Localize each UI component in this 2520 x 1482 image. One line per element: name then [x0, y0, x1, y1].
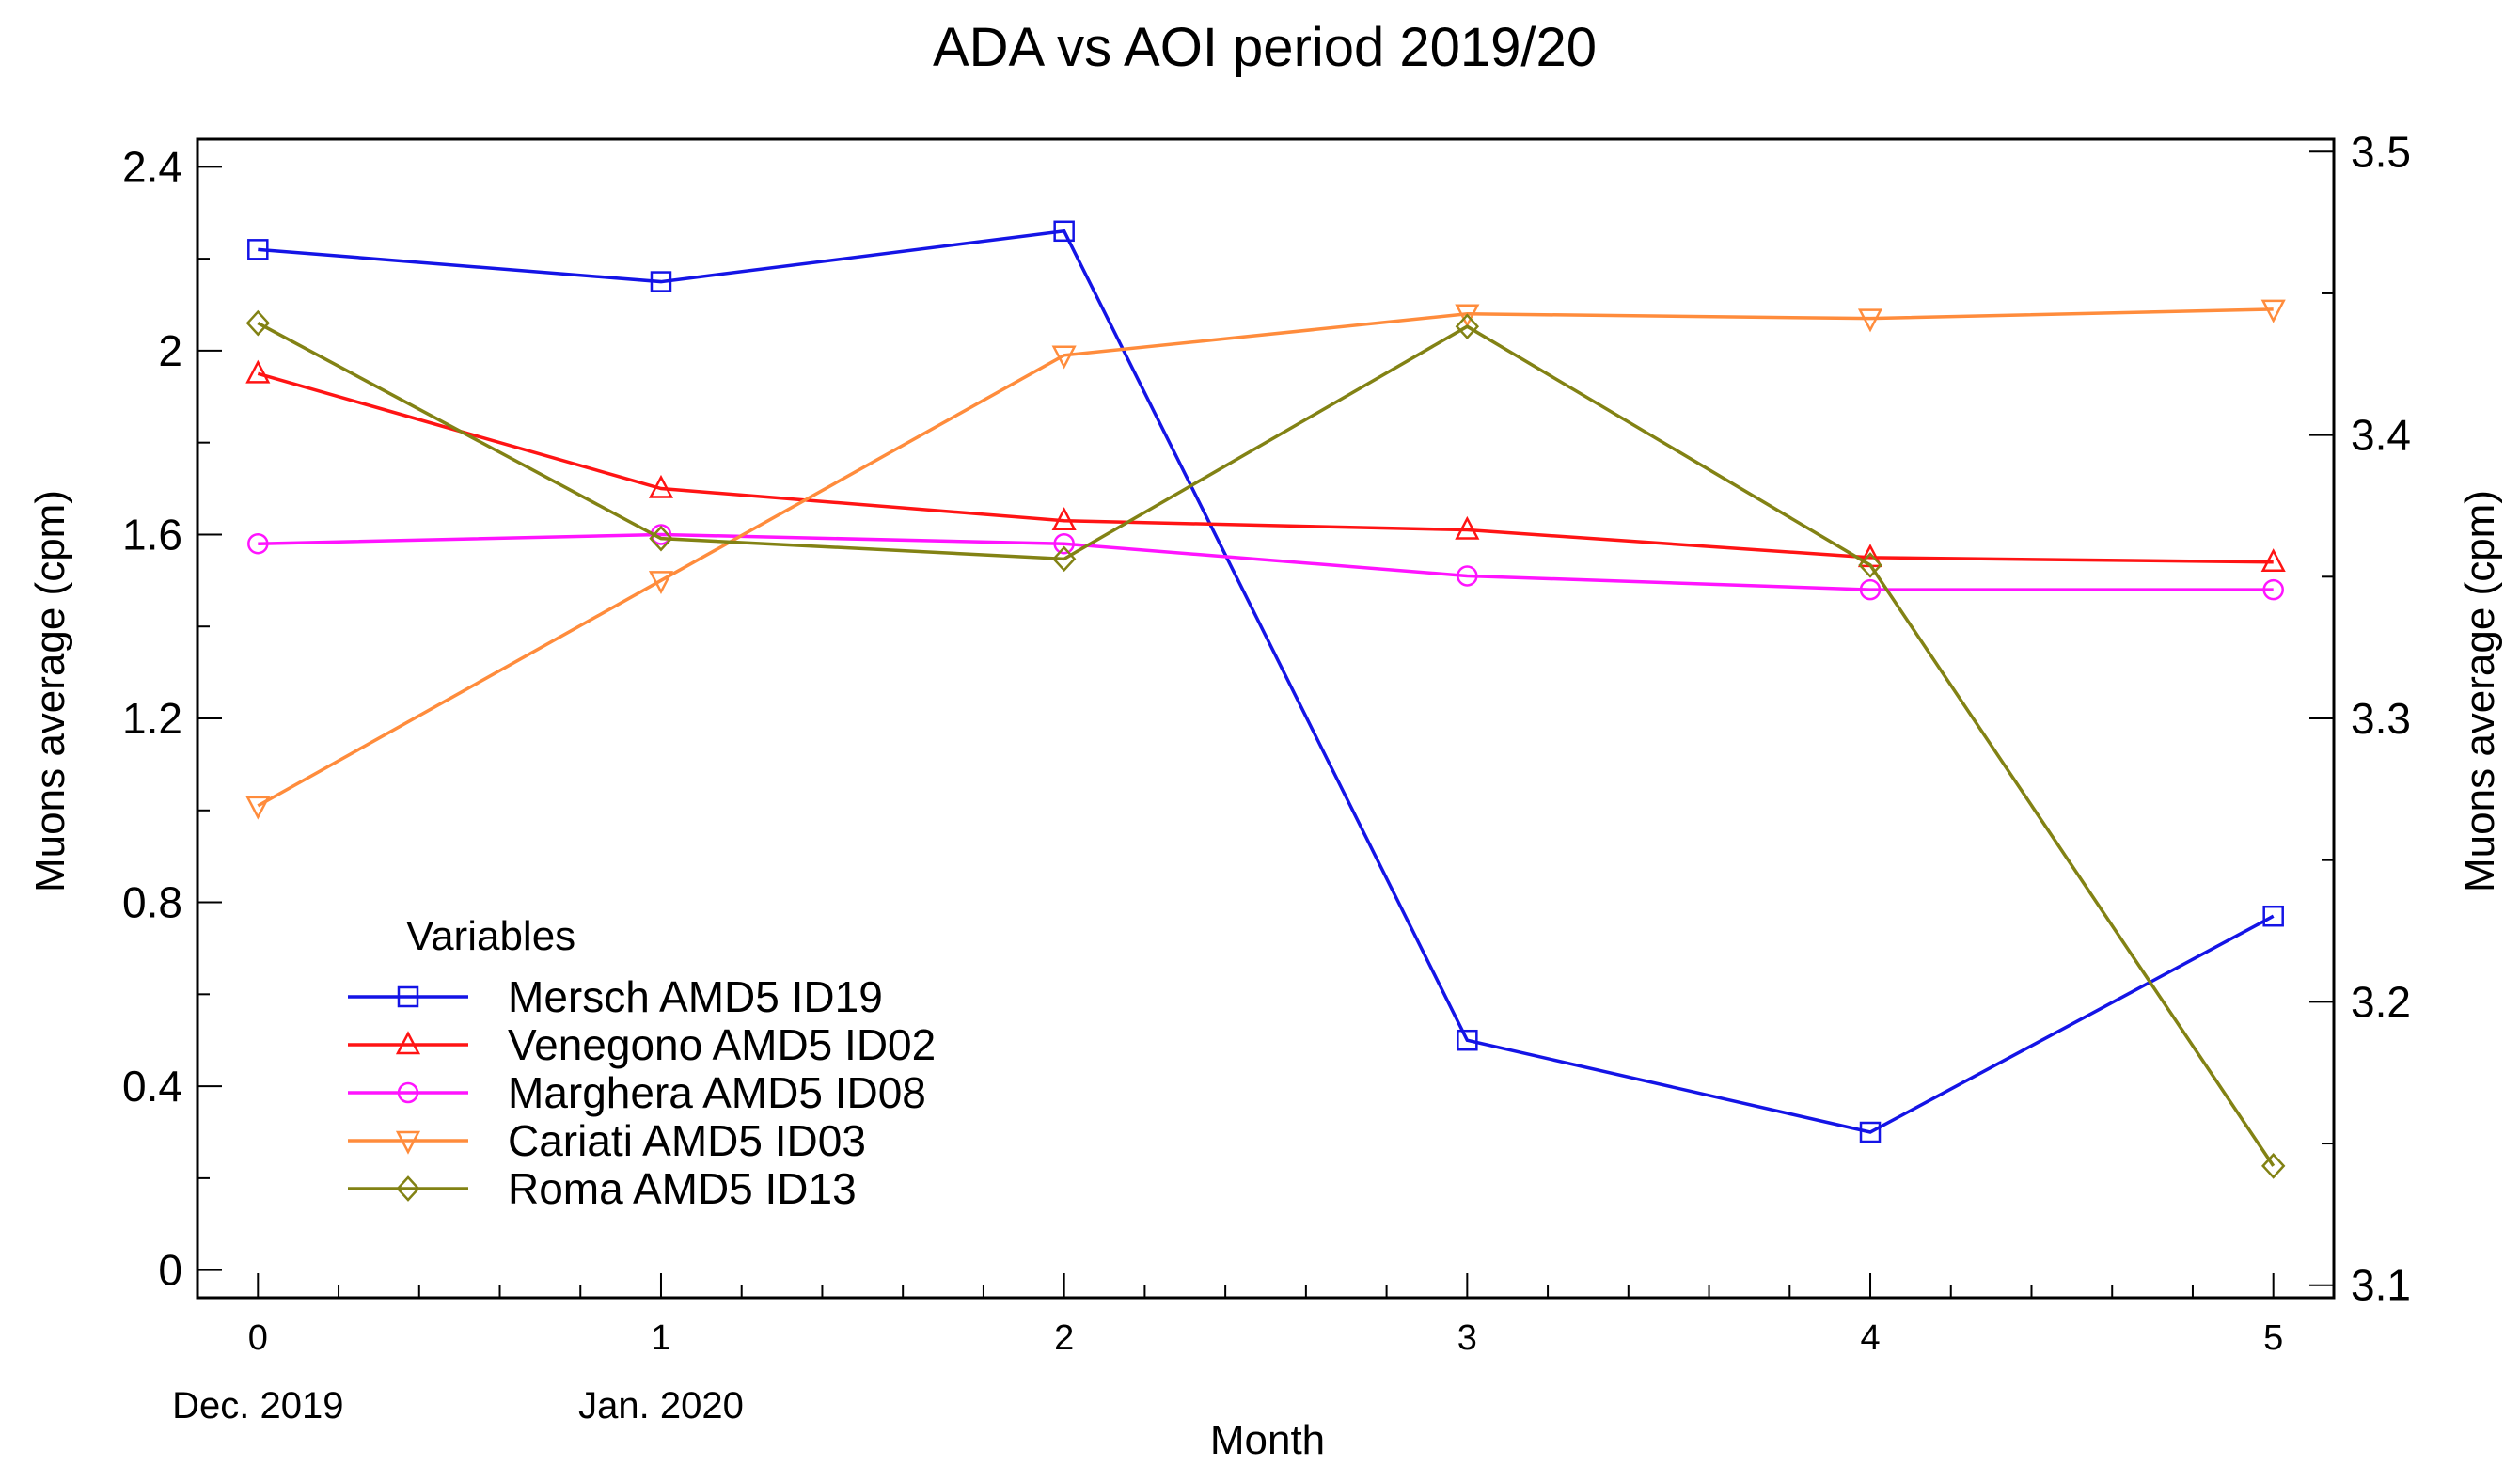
x-tick-label: 1 [651, 1318, 670, 1358]
legend-swatch-marker [395, 1130, 421, 1155]
legend-entry-label: Roma AMD5 ID13 [508, 1164, 857, 1213]
series-1 [245, 359, 2286, 573]
y-axis-label-right: Muons average (cpm) [2457, 490, 2503, 892]
x-tick-label: 5 [2263, 1318, 2283, 1358]
series-0 [247, 220, 2284, 1143]
x-tick-label: 4 [1860, 1318, 1880, 1358]
y2-tick-label: 3.2 [2351, 977, 2411, 1026]
legend-title: Variables [406, 913, 575, 959]
data-point [648, 571, 674, 595]
y-tick-label: 0.8 [122, 878, 182, 927]
y-tick-label: 0.4 [122, 1062, 182, 1111]
y-tick-label: 0 [158, 1246, 182, 1295]
data-point [2262, 578, 2284, 601]
series-3 [245, 299, 2286, 820]
data-point [1857, 308, 1883, 333]
y-axis-right: 3.1 3.2 3.3 3.4 3.5 [2309, 127, 2411, 1310]
data-point [1053, 220, 1075, 243]
legend-entry-label: Cariati AMD5 ID03 [508, 1116, 866, 1165]
y-tick-label: 1.2 [122, 694, 182, 743]
x-tick-label: 3 [1457, 1318, 1477, 1358]
data-point [2260, 548, 2286, 573]
x-tick-label: 2 [1054, 1318, 1074, 1358]
data-point [1455, 304, 1480, 328]
y-axis-left: 0 0.4 0.8 1.2 1.6 2 2.4 [122, 142, 222, 1295]
series-group [245, 220, 2286, 1179]
data-point [1455, 515, 1480, 540]
data-point [247, 239, 269, 260]
y-tick-label: 2.4 [122, 142, 182, 191]
data-point [2260, 299, 2286, 323]
legend-swatch-marker [395, 1031, 421, 1055]
series-4 [245, 309, 2286, 1179]
series-line [257, 371, 2274, 564]
data-point [1051, 345, 1077, 370]
x-axis: 0 1 2 3 4 5 Dec. 2019 Jan. 2020 [172, 1273, 2283, 1427]
data-point [1457, 1029, 1478, 1051]
data-point [1859, 578, 1882, 601]
y2-tick-label: 3.1 [2351, 1261, 2411, 1310]
legend-swatch-marker [397, 1081, 419, 1104]
x-axis-label: Month [1210, 1417, 1325, 1463]
data-point [648, 474, 674, 498]
data-point [245, 796, 271, 820]
x-date-label: Jan. 2020 [578, 1385, 744, 1427]
series-line [257, 322, 2276, 1167]
data-point [2261, 1153, 2286, 1179]
y-axis-label-left: Muons average (cpm) [27, 490, 73, 892]
data-point [1053, 532, 1075, 555]
legend-entry-label: Mersch AMD5 ID19 [508, 972, 883, 1021]
x-tick-label: 0 [248, 1318, 268, 1358]
data-point [245, 309, 270, 337]
series-line [257, 307, 2274, 808]
series-2 [247, 524, 2284, 601]
data-point [1858, 552, 1882, 578]
legend-entry-label: Venegono AMD5 ID02 [508, 1020, 936, 1069]
chart-title: ADA vs AOI period 2019/20 [933, 17, 1597, 78]
y2-tick-label: 3.4 [2351, 411, 2411, 460]
y-tick-label: 1.6 [122, 510, 182, 559]
data-point [2262, 905, 2284, 927]
data-point [650, 271, 672, 292]
y-tick-label: 2 [158, 326, 182, 375]
series-line [258, 229, 2275, 1134]
legend-swatch-marker [397, 985, 419, 1008]
data-point [1051, 507, 1077, 531]
data-point [1457, 565, 1478, 587]
data-point [245, 359, 271, 384]
data-point [1455, 313, 1480, 340]
series-line [258, 532, 2274, 591]
y2-tick-label: 3.5 [2351, 127, 2411, 176]
data-point [649, 525, 673, 552]
x-date-label: Dec. 2019 [172, 1385, 343, 1427]
legend-swatch-marker [396, 1175, 420, 1202]
data-point [247, 532, 269, 555]
data-point [1051, 545, 1077, 573]
legend-entry-label: Marghera AMD5 ID08 [508, 1068, 926, 1117]
data-point [1859, 1121, 1882, 1143]
y2-tick-label: 3.3 [2351, 694, 2411, 743]
